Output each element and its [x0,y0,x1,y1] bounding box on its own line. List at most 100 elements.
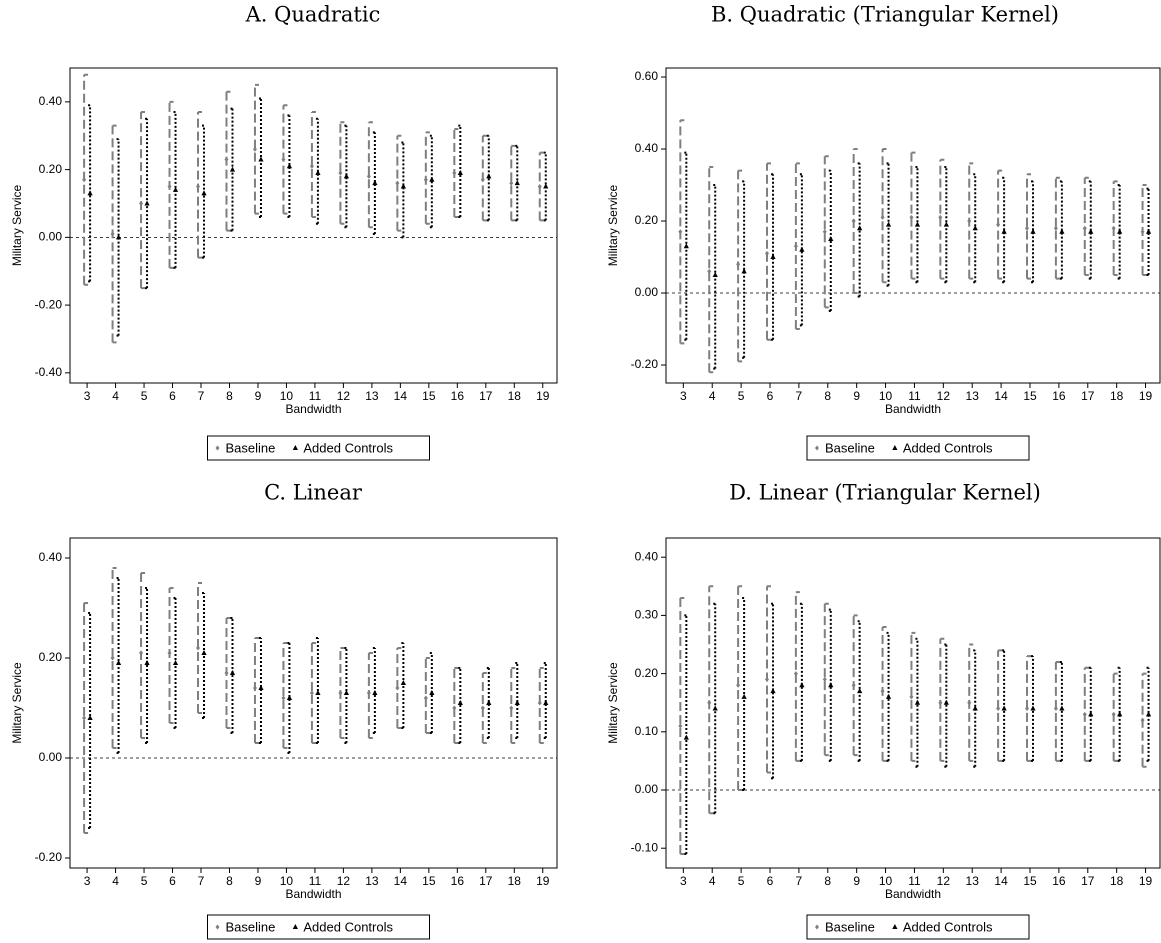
point [914,699,921,705]
x-tick-label: 3 [680,874,687,888]
x-tick-label: 14 [394,874,408,888]
x-tick-label: 13 [966,874,980,888]
error-bar [257,637,262,744]
point [452,705,457,711]
point [712,272,718,277]
error-bar [286,114,291,219]
error-bar [485,667,490,739]
point [395,180,400,186]
error-bar [510,667,516,744]
error-bar [371,647,376,734]
error-bar [286,642,291,754]
point [457,700,463,705]
x-axis-label: Bandwidth [285,887,341,901]
x-tick-label: 15 [422,874,436,888]
error-bar [367,652,373,739]
error-bar [1001,649,1006,762]
x-tick-label: 19 [1139,874,1153,888]
point [1082,225,1087,231]
error-bar [939,158,945,280]
error-bar [798,173,803,327]
error-bar [115,577,120,754]
error-bar [1116,666,1121,762]
point [110,231,115,237]
x-tick-label: 12 [337,874,351,888]
point [423,177,428,183]
error-bar [510,144,516,222]
x-tick-label: 9 [853,874,860,888]
panel-title: C. Linear [264,481,363,505]
point [1082,711,1087,717]
point [1111,711,1116,717]
point [1145,711,1152,717]
x-tick-label: 15 [1023,874,1037,888]
point [543,700,549,705]
error-bar [282,642,288,749]
plot-frame [665,537,1161,869]
point [258,156,264,162]
panel: C. Linear -0.20 0.00 0.20 0.40 3 4 5 6 7 8 9 10 11 12 1… [10,481,558,940]
point [543,183,549,189]
point [996,706,1001,712]
x-tick-label: 18 [508,874,522,888]
x-tick-label: 4 [112,389,119,403]
error-bar [1054,176,1060,280]
error-bar [1030,180,1034,284]
y-tick-label: -0.40 [35,365,63,379]
plot-frame [69,537,558,869]
point [229,166,236,172]
x-tick-label: 14 [394,389,408,403]
point [315,170,321,175]
point [885,693,892,699]
point [395,685,400,691]
x-tick-label: 5 [141,389,148,403]
point [338,690,343,696]
point [115,234,122,240]
legend-marker [292,924,298,929]
x-tick-label: 16 [1052,389,1066,403]
point [452,170,457,176]
y-axis-label: Military Service [606,662,620,744]
error-bar [794,591,800,762]
x-tick-label: 15 [422,389,436,403]
point [514,180,520,186]
x-tick-label: 11 [309,874,322,888]
error-bar [253,637,259,744]
y-tick-label: 0.20 [635,213,659,227]
error-bar [140,572,146,739]
error-bar [1058,660,1063,762]
point [372,180,378,186]
y-tick-label: 0.00 [39,230,63,244]
error-bar [766,162,771,341]
point [770,688,776,694]
y-tick-label: 0.60 [635,69,659,83]
x-tick-label: 4 [709,389,716,403]
point [139,650,144,656]
error-bar [827,169,832,312]
x-tick-label: 10 [280,389,294,403]
point [509,705,514,711]
error-bar [910,151,916,280]
point [423,695,428,701]
x-tick-label: 6 [169,874,176,888]
point [828,682,834,688]
point [799,682,805,688]
error-bar [339,121,345,225]
x-tick-label: 18 [508,389,522,403]
error-bar [683,614,688,856]
error-bar [856,162,861,298]
x-tick-label: 4 [709,874,716,888]
legend-marker [815,924,819,930]
x-tick-label: 10 [879,874,893,888]
error-bar [485,134,490,222]
point [486,173,492,179]
plot-frame [665,67,1161,384]
y-axis-label: Military Service [10,662,24,744]
point [252,685,257,691]
x-tick-label: 16 [451,874,465,888]
point [224,156,229,162]
error-bar [972,173,977,284]
x-tick-label: 10 [280,874,294,888]
error-bar [400,642,405,729]
point [172,660,179,665]
